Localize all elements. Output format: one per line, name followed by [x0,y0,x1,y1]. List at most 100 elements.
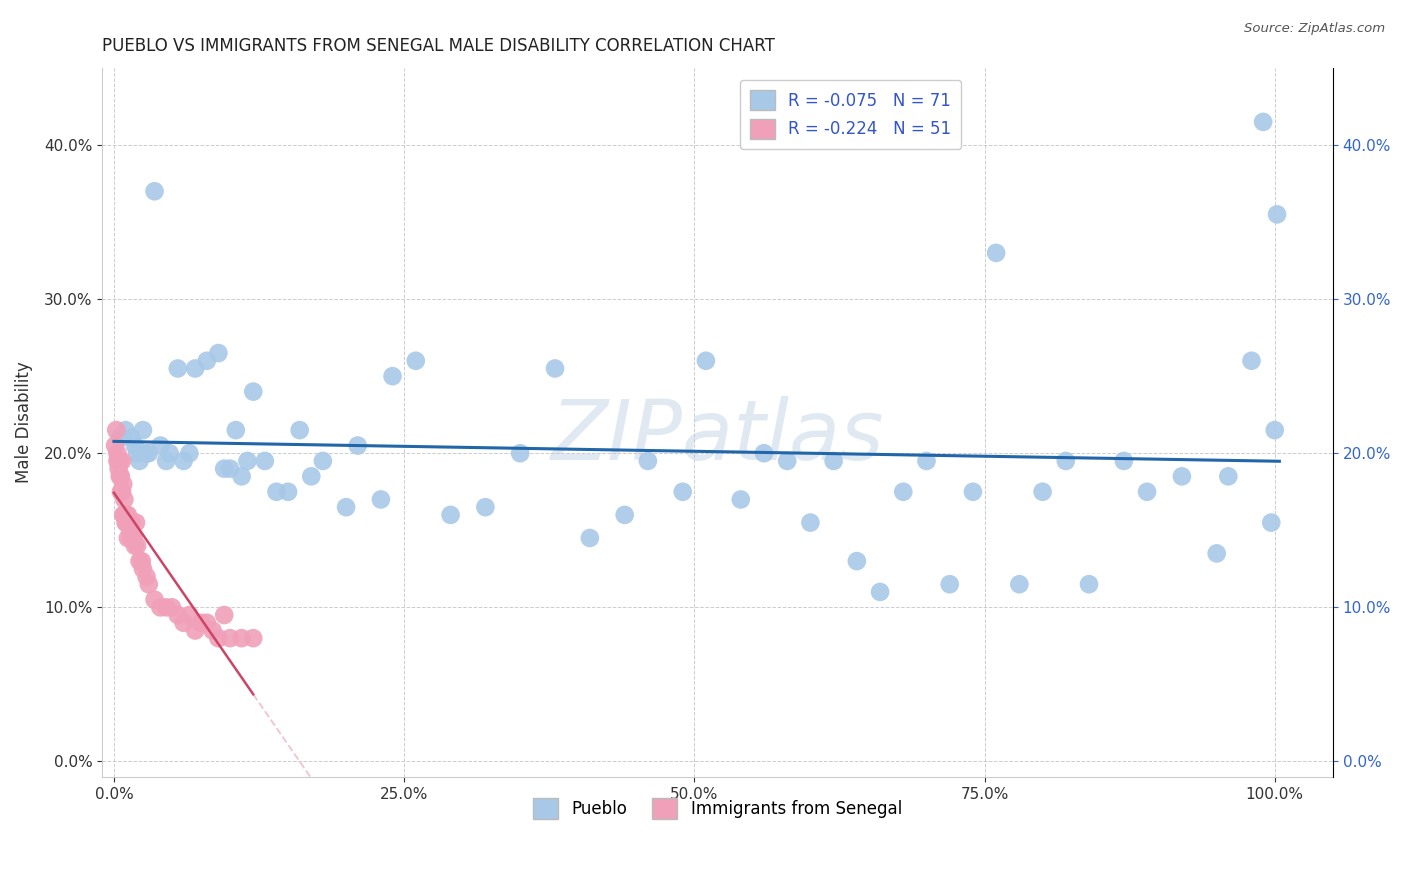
Point [869,585,891,599]
Point [207,346,229,360]
Point [104,438,127,452]
Point [1260,516,1282,530]
Point [219,461,242,475]
Point [155,600,177,615]
Point [1264,423,1286,437]
Point [120,523,142,537]
Point [112,508,135,522]
Point [120,531,142,545]
Point [225,423,247,437]
Point [132,423,155,437]
Point [135,446,157,460]
Point [823,454,845,468]
Point [544,361,567,376]
Point [219,631,242,645]
Point [1240,353,1263,368]
Point [207,631,229,645]
Point [120,516,142,530]
Point [190,615,212,630]
Point [143,184,166,198]
Point [135,569,157,583]
Point [1251,115,1274,129]
Point [195,615,218,630]
Point [159,446,181,460]
Point [1218,469,1240,483]
Point [253,454,276,468]
Point [984,246,1007,260]
Point [179,446,201,460]
Point [266,484,288,499]
Point [1032,484,1054,499]
Point [105,423,128,437]
Point [131,554,153,568]
Point [114,423,136,437]
Point [138,577,160,591]
Point [107,461,129,475]
Point [277,484,299,499]
Point [1171,469,1194,483]
Point [149,600,172,615]
Point [1205,546,1227,560]
Point [166,608,188,623]
Point [125,516,148,530]
Point [730,492,752,507]
Point [179,608,201,623]
Text: Source: ZipAtlas.com: Source: ZipAtlas.com [1244,22,1385,36]
Point [107,446,129,460]
Point [195,353,218,368]
Point [509,446,531,460]
Point [118,516,141,530]
Point [166,361,188,376]
Point [124,438,146,452]
Point [120,431,142,445]
Point [776,454,799,468]
Point [132,562,155,576]
Point [112,508,135,522]
Point [231,631,253,645]
Point [346,438,368,452]
Point [439,508,461,522]
Point [236,454,259,468]
Point [799,516,821,530]
Point [962,484,984,499]
Point [335,500,357,515]
Legend: Pueblo, Immigrants from Senegal: Pueblo, Immigrants from Senegal [526,791,908,825]
Point [242,631,264,645]
Point [1265,207,1288,221]
Y-axis label: Male Disability: Male Disability [15,361,32,483]
Text: ZIPatlas: ZIPatlas [551,396,884,477]
Point [128,554,150,568]
Point [115,516,138,530]
Point [752,446,775,460]
Point [381,369,404,384]
Point [1078,577,1101,591]
Point [138,446,160,460]
Point [299,469,322,483]
Point [637,454,659,468]
Point [111,454,134,468]
Point [124,539,146,553]
Point [160,600,183,615]
Point [112,492,135,507]
Point [891,484,914,499]
Point [112,477,135,491]
Point [1008,577,1031,591]
Point [1112,454,1135,468]
Point [201,624,224,638]
Point [212,608,235,623]
Point [212,461,235,475]
Point [845,554,868,568]
Point [155,454,177,468]
Point [107,454,129,468]
Point [107,454,129,468]
Point [110,484,132,499]
Point [1054,454,1077,468]
Point [108,469,131,483]
Point [231,469,253,483]
Point [108,431,131,445]
Point [938,577,960,591]
Point [122,531,145,545]
Point [312,454,335,468]
Point [127,539,149,553]
Point [117,508,139,522]
